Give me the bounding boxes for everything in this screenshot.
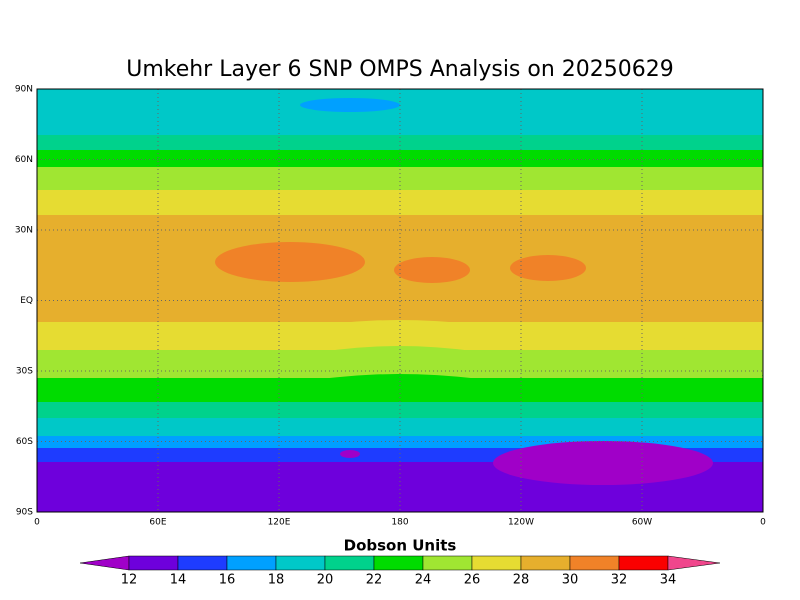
colorbar-label: Dobson Units [344,537,457,555]
lat-tick-label: 60N [15,155,33,165]
colorbar-tick-label: 16 [219,573,236,588]
colorbar-swatch [618,555,669,571]
contour-band [37,167,763,190]
colorbar-over-arrow [667,555,721,571]
colorbar-tick-label: 34 [660,573,677,588]
lat-tick-label: 90N [15,85,33,95]
colorbar-tick-label: 20 [317,573,334,588]
lat-tick-label: 90S [16,508,33,518]
colorbar-tick-label: 26 [464,573,481,588]
ozone-field [37,89,763,512]
contour-band [37,374,763,402]
colorbar-tick-label: 18 [268,573,285,588]
contour-patch [300,98,400,112]
colorbar-swatch [373,555,424,571]
contour-patch [510,255,586,281]
colorbar-swatch [520,555,571,571]
lon-tick-label: 0 [34,518,40,528]
lat-tick-label: EQ [20,296,33,306]
colorbar-swatch [275,555,326,571]
lat-tick-label: 30N [15,226,33,236]
colorbar-swatch [226,555,277,571]
lon-tick-label: 60E [149,518,166,528]
colorbar-swatch [177,555,228,571]
colorbar-swatch [569,555,620,571]
colorbar-swatch [324,555,375,571]
contour-patch [340,450,360,458]
colorbar-swatch [422,555,473,571]
colorbar-tick-label: 28 [513,573,530,588]
lon-tick-label: 120W [508,518,534,528]
colorbar-tick-label: 14 [170,573,187,588]
contour-band [37,320,763,350]
colorbar-under-arrow [79,555,130,571]
contour-patch [394,257,470,283]
colorbar-tick-label: 24 [415,573,432,588]
contour-band [37,89,763,135]
colorbar: 12 14 16 18 20 22 24 26 28 30 32 34 [79,555,721,588]
colorbar-tick-label: 30 [562,573,579,588]
lat-tick-label: 30S [16,367,33,377]
colorbar-tick-label: 22 [366,573,383,588]
lon-tick-label: 120E [268,518,291,528]
lon-tick-label: 60W [632,518,652,528]
contour-band [37,150,763,167]
colorbar-swatch [128,555,179,571]
contour-band [37,135,763,150]
map-title: Umkehr Layer 6 SNP OMPS Analysis on 2025… [126,57,674,82]
contour-patch [215,242,365,282]
contour-band [37,418,763,436]
colorbar-tick-label: 12 [121,573,138,588]
lon-tick-label: 0 [760,518,766,528]
map-frame [36,88,764,513]
lat-tick-label: 60S [16,437,33,447]
colorbar-tick-label: 32 [611,573,628,588]
colorbar-swatch [471,555,522,571]
contour-band [37,190,763,215]
contour-patch [493,441,713,485]
lon-tick-label: 180 [391,518,408,528]
